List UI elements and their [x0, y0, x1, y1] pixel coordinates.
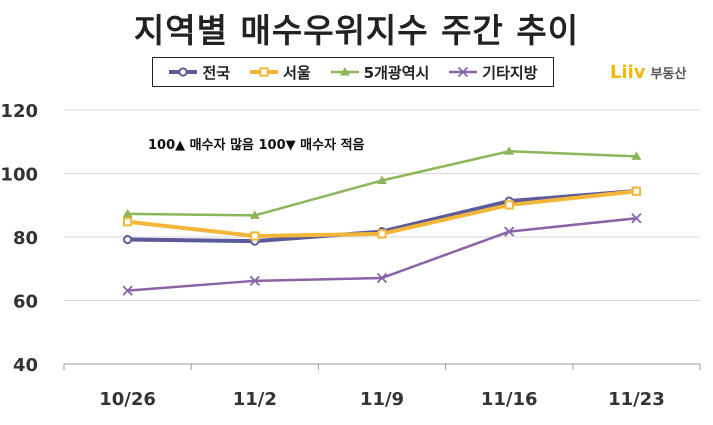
- series-metro5: [122, 146, 642, 219]
- series-seoul-point: [504, 200, 514, 210]
- series-metro5-point: [631, 151, 642, 160]
- x-tick-label: 10/26: [99, 389, 156, 410]
- brand-label: 부동산: [650, 67, 687, 82]
- legend-swatch-national: [169, 67, 198, 77]
- series-national-point: [123, 234, 133, 245]
- legend-label-seoul: 서울: [283, 63, 311, 82]
- legend-item-metro5: 5개광역시: [330, 62, 430, 83]
- series-others: [122, 213, 642, 296]
- y-tick-label: 40: [13, 355, 38, 376]
- legend-swatch-metro5: [330, 67, 359, 76]
- series-others-point: [249, 275, 260, 286]
- series-seoul-point: [377, 229, 387, 239]
- legend-label-national: 전국: [202, 63, 231, 82]
- series-seoul-point: [631, 186, 641, 196]
- series-metro5-point: [249, 210, 260, 219]
- x-tick-label: 11/16: [481, 389, 538, 410]
- y-tick-label: 80: [13, 228, 38, 249]
- series-metro5-point: [377, 175, 387, 184]
- x-tick-label: 11/23: [608, 389, 665, 410]
- legend-label-metro5: 5개광역시: [363, 63, 430, 82]
- brand: Liiv 부동산: [610, 62, 686, 83]
- legend-seoul-point: [259, 67, 269, 77]
- legend-metro5-point: [339, 67, 350, 76]
- legend-item-others: 기타지방: [448, 62, 538, 83]
- series-seoul-point: [250, 231, 260, 241]
- legend-label-others: 기타지방: [482, 63, 538, 82]
- legend-swatch-others: [449, 66, 478, 78]
- legend-others-point: [458, 66, 469, 78]
- series-others-point: [122, 285, 133, 296]
- legend-item-national: 전국: [168, 62, 230, 83]
- legend-swatch-seoul: [250, 67, 279, 77]
- series-seoul-point: [123, 217, 133, 227]
- chart-title: 지역별 매수우위지수 주간 추이: [133, 11, 580, 50]
- legend: 전국 서울 5개광역시 기타지방: [152, 57, 554, 87]
- series-metro5-point: [504, 146, 515, 155]
- series-others-point: [504, 226, 515, 237]
- x-tick-label: 11/2: [233, 389, 277, 410]
- y-tick-label: 100: [0, 165, 38, 186]
- series-seoul: [123, 186, 641, 241]
- legend-item-seoul: 서울: [249, 62, 311, 83]
- y-tick-label: 120: [0, 101, 38, 122]
- chart-annotation: 100▲ 매수자 많음 100▼ 매수자 적음: [148, 138, 365, 153]
- legend-national-point: [178, 67, 189, 77]
- series-others-point: [376, 272, 388, 284]
- series-metro5-point: [122, 208, 133, 218]
- x-tick-label: 11/9: [360, 389, 404, 410]
- brand-logo: Liiv: [610, 62, 646, 83]
- y-tick-label: 60: [13, 292, 38, 313]
- series-others-point: [631, 213, 642, 224]
